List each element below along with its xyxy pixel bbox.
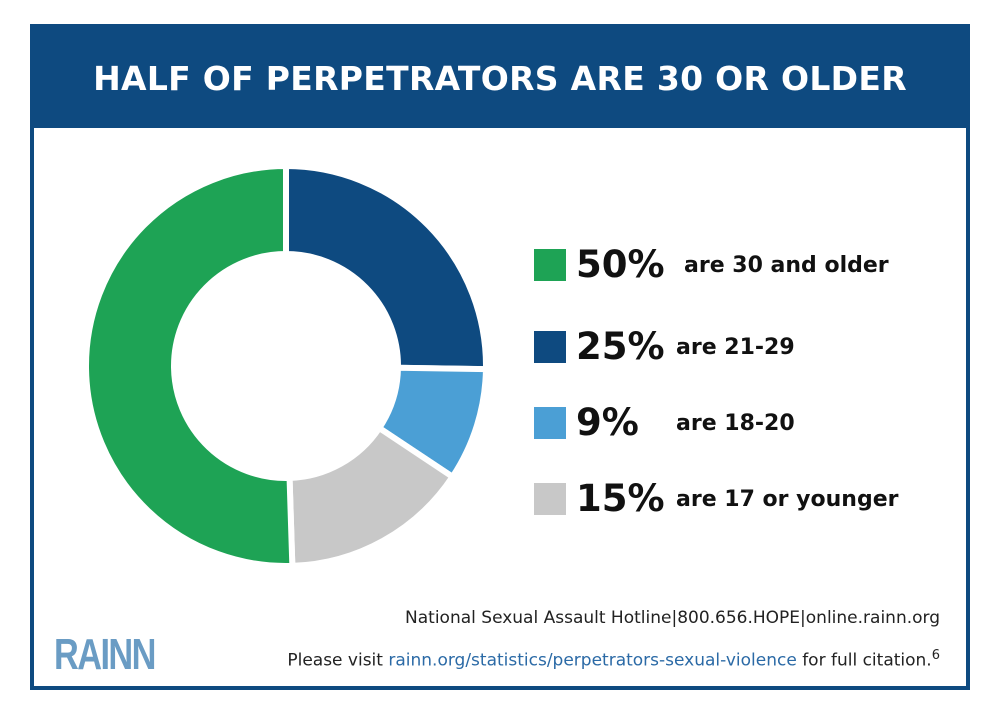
title-banner: HALF OF PERPETRATORS ARE 30 OR OLDER: [34, 28, 966, 128]
legend-label: are 17 or younger: [676, 487, 899, 512]
legend-swatch: [534, 407, 566, 439]
legend-percentage: 15%: [576, 477, 665, 520]
legend-item: 50% are 30 and older: [534, 245, 954, 285]
hotline-text: National Sexual Assault Hotline|800.656.…: [405, 608, 940, 628]
legend-item: 25% are 21-29: [534, 327, 954, 367]
legend-swatch: [534, 483, 566, 515]
legend-label: are 21-29: [676, 335, 795, 360]
donut-slice-50pct: [83, 162, 296, 569]
legend-label: are 30 and older: [684, 253, 889, 278]
legend-swatch: [534, 249, 566, 281]
footnote-marker: 6: [931, 648, 940, 663]
legend-percentage: 9%: [576, 401, 639, 444]
donut-slice-25pct: [283, 162, 489, 373]
rainn-logo: RAINN: [54, 630, 156, 679]
citation-text: Please visit rainn.org/statistics/perpet…: [287, 648, 940, 671]
legend-label: are 18-20: [676, 411, 795, 436]
legend-percentage: 25%: [576, 325, 665, 368]
chart-title: HALF OF PERPETRATORS ARE 30 OR OLDER: [93, 58, 907, 98]
legend-item: 9% are 18-20: [534, 403, 954, 443]
legend-percentage: 50%: [576, 243, 665, 286]
citation-link[interactable]: rainn.org/statistics/perpetrators-sexual…: [388, 650, 797, 671]
infographic-frame: HALF OF PERPETRATORS ARE 30 OR OLDER 50%…: [30, 24, 970, 690]
citation-prefix: Please visit: [287, 650, 389, 671]
legend-swatch: [534, 331, 566, 363]
legend-item: 15% are 17 or younger: [534, 479, 954, 519]
donut-chart: [83, 162, 490, 569]
citation-suffix: for full citation.: [796, 650, 932, 671]
